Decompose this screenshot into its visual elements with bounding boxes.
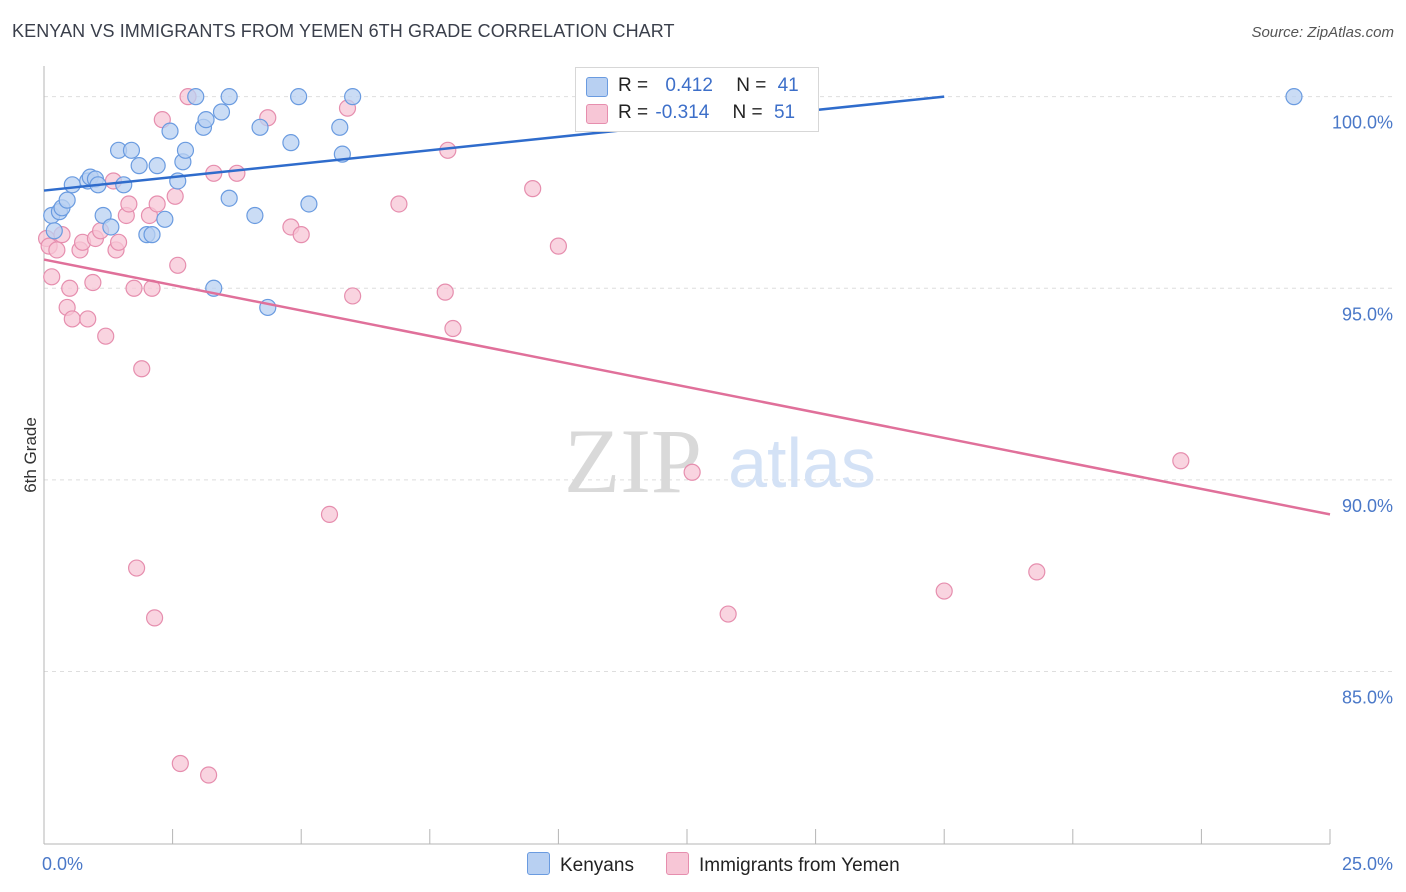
legend-r-label: R = [618, 102, 649, 123]
kenyan-point [63, 176, 81, 194]
yemen-point [171, 754, 189, 773]
kenyan-point [187, 88, 205, 106]
yemen-point [436, 283, 454, 301]
yemen-point [439, 141, 457, 159]
y-tick-label: 85.0% [1342, 688, 1393, 708]
kenyan-point [344, 88, 362, 106]
bottom-legend-yemen: Immigrants from Yemen [666, 852, 900, 877]
kenyan-point [156, 210, 174, 228]
kenyan-point [282, 134, 300, 152]
yemen-point [719, 605, 737, 623]
tick-labels: 100.0% 95.0% 90.0% 85.0% 0.0% 25.0% [42, 113, 1393, 874]
yemen-point [200, 766, 218, 784]
yemen-point [125, 279, 143, 297]
yemen-point [63, 310, 81, 328]
y-tick-label: 90.0% [1342, 496, 1393, 516]
source-label: Source: ZipAtlas.com [1251, 24, 1394, 41]
watermark: ZIP atlas [564, 410, 876, 512]
kenyan-point [300, 195, 318, 213]
kenyan-point [197, 111, 215, 129]
y-tick-label: 100.0% [1332, 113, 1393, 133]
yemen-point [148, 195, 166, 213]
kenyan-point [122, 141, 141, 159]
series-kenyans-points [43, 88, 1303, 317]
kenyan-point [102, 218, 120, 236]
kenyan-point [148, 157, 166, 175]
y-tick-label: 95.0% [1342, 304, 1393, 324]
yemen-point [120, 195, 138, 213]
watermark-atlas: atlas [728, 424, 876, 502]
yemen-point [133, 360, 151, 378]
kenyan-point [176, 141, 195, 159]
kenyan-point [251, 118, 269, 136]
kenyan-point [143, 226, 161, 244]
series-yemen-points [37, 88, 1190, 784]
bottom-legend-swatch-kenyans [527, 852, 550, 875]
yemen-point [61, 279, 79, 297]
yemen-point [169, 256, 187, 274]
kenyan-point [161, 122, 179, 140]
yemen-point [524, 180, 542, 198]
legend-r-value: 0.412 [665, 75, 713, 96]
gridlines [44, 96, 1392, 673]
yemen-point [43, 268, 61, 286]
legend-n-label: N = [736, 75, 767, 96]
bottom-legend-swatch-yemen [666, 852, 689, 875]
x-tick-label: 0.0% [42, 854, 83, 874]
y-axis-label: 6th Grade [21, 417, 40, 493]
legend-n-label: N = [732, 102, 763, 123]
yemen-point [935, 582, 953, 600]
kenyan-point [331, 118, 349, 136]
kenyan-point [115, 176, 133, 194]
yemen-point [48, 241, 66, 259]
watermark-zip: ZIP [564, 410, 702, 512]
yemen-point [97, 327, 115, 345]
yemen-point [145, 609, 164, 627]
kenyan-point [212, 103, 231, 121]
bottom-legend-label-yemen: Immigrants from Yemen [699, 855, 900, 876]
yemen-point [549, 237, 568, 255]
legend-swatch-kenyans [586, 77, 608, 97]
yemen-point [444, 319, 462, 338]
chart-title: KENYAN VS IMMIGRANTS FROM YEMEN 6TH GRAD… [12, 21, 675, 41]
kenyan-point [45, 222, 63, 240]
legend-swatch-yemen [586, 104, 608, 124]
kenyan-point [130, 157, 148, 175]
kenyan-point [58, 191, 76, 209]
yemen-point [1028, 563, 1046, 581]
legend-n-value: 41 [777, 75, 799, 96]
yemen-point [127, 559, 146, 577]
bottom-legend-label-kenyans: Kenyans [560, 855, 634, 876]
yemen-trend-line [43, 258, 1331, 516]
yemen-point [166, 187, 184, 205]
yemen-point [390, 195, 408, 213]
legend-r-label: R = [618, 75, 649, 96]
kenyan-point [220, 189, 238, 207]
kenyan-point [1285, 88, 1303, 106]
yemen-point [109, 233, 128, 251]
yemen-point [344, 287, 362, 305]
legend-n-value: 51 [773, 102, 796, 123]
axes [43, 66, 1331, 845]
yemen-point [1172, 452, 1190, 470]
bottom-legend-kenyans: Kenyans [527, 852, 634, 877]
x-tick-label: 25.0% [1342, 854, 1393, 874]
kenyan-point [246, 206, 264, 225]
yemen-point [292, 226, 310, 244]
yemen-point [683, 463, 701, 481]
yemen-point [228, 164, 246, 182]
yemen-point [320, 505, 339, 524]
yemen-point [79, 310, 97, 328]
stats-legend: R = 0.412 N = 41 R = -0.314 N = 51 [575, 67, 819, 132]
kenyan-point [220, 88, 238, 106]
kenyan-point [290, 88, 308, 106]
yemen-point [84, 273, 102, 292]
legend-r-value: -0.314 [655, 102, 710, 123]
